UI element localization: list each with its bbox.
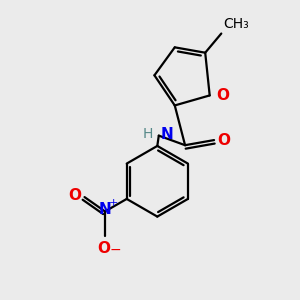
Text: O: O — [216, 88, 229, 103]
Text: O: O — [218, 133, 231, 148]
Text: O: O — [68, 188, 81, 203]
Text: −: − — [110, 243, 121, 257]
Text: O: O — [97, 241, 110, 256]
Text: +: + — [109, 198, 118, 208]
Text: H: H — [143, 128, 154, 141]
Text: N: N — [99, 202, 111, 217]
Text: CH₃: CH₃ — [223, 17, 248, 31]
Text: N: N — [160, 127, 173, 142]
